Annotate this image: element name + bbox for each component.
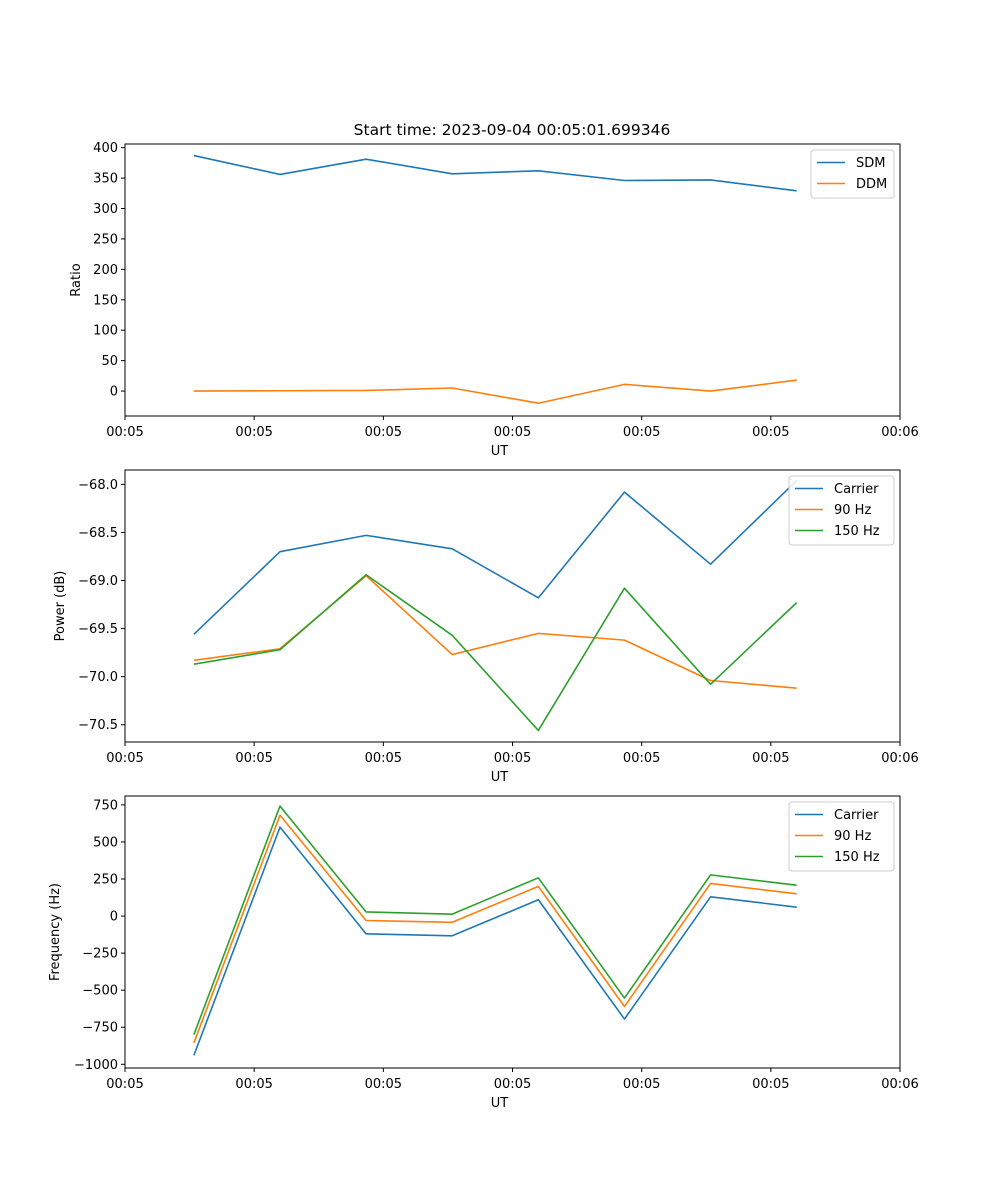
y-tick-label: 750 [93,798,118,813]
legend-entry: 90 Hz [834,503,871,518]
x-tick-label: 00:06 [881,425,918,440]
legend-entry: 150 Hz [834,524,880,539]
y-tick-label: 200 [93,263,118,278]
y-tick-label: −68.5 [78,526,118,541]
legend-entry: SDM [856,156,885,171]
series-line-150-hz [193,573,798,732]
y-tick-label: 150 [93,293,118,308]
x-tick-label: 00:05 [494,751,531,766]
subplot-3: 750 500 250 0 −250 −500 −750 −1000 00:05 00:05 00:… [48,795,919,1111]
y-tick-label: −500 [82,984,118,999]
x-tick-label: 00:05 [752,751,789,766]
x-tick-label: 00:06 [881,1077,918,1092]
x-tick-label: 00:05 [623,425,660,440]
axes-frame [124,795,901,1069]
x-tick-label: 00:05 [235,751,272,766]
series-line-carrier [193,479,798,635]
x-tick-label: 00:05 [494,425,531,440]
y-tick-label: 250 [93,232,118,247]
legend-entry: 90 Hz [834,829,871,844]
x-tick-label: 00:05 [365,425,402,440]
y-tick-label: −250 [82,947,118,962]
subplot-1: 0 50 100 150 200 250 300 350 400 00:05 00:05 00:05 0… [69,141,919,459]
y-tick-label: −69.0 [78,574,118,589]
axes-frame [124,143,901,417]
chart-title: Start time: 2023-09-04 00:05:01.699346 [354,121,671,139]
x-tick-label: 00:05 [623,1077,660,1092]
x-tick-label: 00:05 [235,1077,272,1092]
x-tick-label: 00:06 [881,751,918,766]
y-tick-label: 0 [110,385,118,400]
y-tick-label: 100 [93,324,118,339]
series-line-sdm [193,154,797,192]
y-tick-label: 50 [101,354,118,369]
x-tick-label: 00:05 [106,1077,143,1092]
legend-box [788,801,895,872]
y-tick-label: 250 [93,873,118,888]
subplot-2: −68.0 −68.5 −69.0 −69.5 −70.0 −70.5 00:05 00:05… [53,469,919,785]
y-tick-label: −68.0 [78,478,118,493]
legend: Carrier 90 Hz 150 Hz [788,475,895,546]
x-axis-label: UT [491,444,509,459]
y-tick-label: −70.5 [78,718,118,733]
x-tick-label: 00:05 [752,1077,789,1092]
legend: Carrier 90 Hz 150 Hz [788,801,895,872]
legend-entry: DDM [856,177,887,192]
series-line-ddm [193,379,797,405]
y-tick-label: 400 [93,141,118,156]
y-tick-label: 0 [110,910,118,925]
legend-entry: 150 Hz [834,850,880,865]
x-tick-label: 00:05 [365,1077,402,1092]
legend-entry: Carrier [834,482,879,497]
x-tick-label: 00:05 [106,425,143,440]
y-tick-label: 500 [93,835,118,850]
x-tick-label: 00:05 [752,425,789,440]
axes-frame [124,469,901,743]
x-axis-label: UT [491,770,509,785]
y-tick-label: 350 [93,172,118,187]
x-tick-label: 00:05 [106,751,143,766]
series-line-150-hz [193,805,797,1035]
legend: SDM DDM [810,149,895,199]
y-axis-label: Frequency (Hz) [48,883,63,981]
x-tick-label: 00:05 [623,751,660,766]
y-tick-label: −69.5 [78,622,118,637]
y-tick-label: −1000 [74,1058,118,1073]
y-tick-label: 300 [93,202,118,217]
y-axis-label: Power (dB) [53,571,68,642]
series-line-90-hz [193,814,797,1044]
x-tick-label: 00:05 [494,1077,531,1092]
x-tick-label: 00:05 [235,425,272,440]
x-axis-label: UT [491,1096,509,1111]
legend-entry: Carrier [834,808,879,823]
series-line-carrier [193,826,797,1056]
y-tick-label: −750 [82,1021,118,1036]
y-axis-label: Ratio [69,263,84,296]
x-tick-label: 00:05 [365,751,402,766]
legend-box [788,475,895,546]
y-tick-label: −70.0 [78,670,118,685]
